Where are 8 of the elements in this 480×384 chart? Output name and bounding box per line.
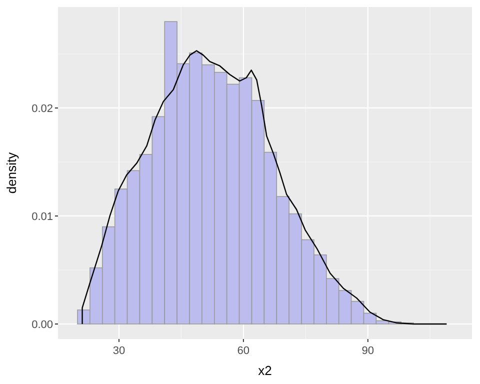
x-tick-label: 90 <box>362 345 374 357</box>
y-axis-title: density <box>4 152 19 194</box>
x-tick-label: 60 <box>237 345 250 357</box>
y-tick-label: 0.00 <box>32 318 53 331</box>
y-tick-label: 0.01 <box>32 210 53 223</box>
x-tick-label: 30 <box>112 345 126 357</box>
y-tick-label: 0.02 <box>32 102 53 115</box>
x-axis-title: x2 <box>258 363 272 378</box>
